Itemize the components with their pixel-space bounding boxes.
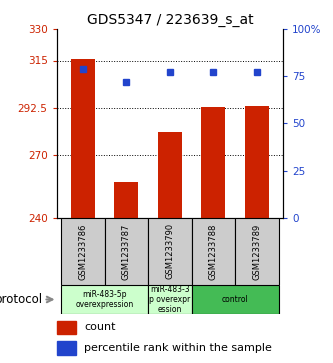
Text: GSM1233789: GSM1233789 — [252, 223, 261, 280]
Bar — [148, 218, 191, 285]
Bar — [148, 285, 191, 314]
Bar — [57, 321, 76, 334]
Text: miR-483-5p
overexpression: miR-483-5p overexpression — [75, 290, 134, 309]
Bar — [245, 106, 269, 218]
Text: miR-483-3
p overexpr
ession: miR-483-3 p overexpr ession — [149, 285, 190, 314]
Bar — [191, 285, 279, 314]
Bar — [235, 218, 279, 285]
Bar — [158, 132, 182, 218]
Text: GSM1233787: GSM1233787 — [122, 223, 131, 280]
Bar — [201, 107, 225, 218]
Bar — [61, 218, 105, 285]
Text: control: control — [222, 295, 248, 304]
Text: percentile rank within the sample: percentile rank within the sample — [84, 343, 272, 353]
Text: protocol: protocol — [0, 293, 43, 306]
Text: count: count — [84, 322, 116, 332]
Bar — [71, 60, 95, 218]
Title: GDS5347 / 223639_s_at: GDS5347 / 223639_s_at — [87, 13, 253, 26]
Bar — [61, 285, 148, 314]
Bar — [114, 182, 138, 218]
Text: GSM1233786: GSM1233786 — [78, 223, 87, 280]
Bar — [105, 218, 148, 285]
Text: GSM1233790: GSM1233790 — [165, 223, 174, 280]
Bar — [191, 218, 235, 285]
Bar — [57, 341, 76, 355]
Text: GSM1233788: GSM1233788 — [209, 223, 218, 280]
